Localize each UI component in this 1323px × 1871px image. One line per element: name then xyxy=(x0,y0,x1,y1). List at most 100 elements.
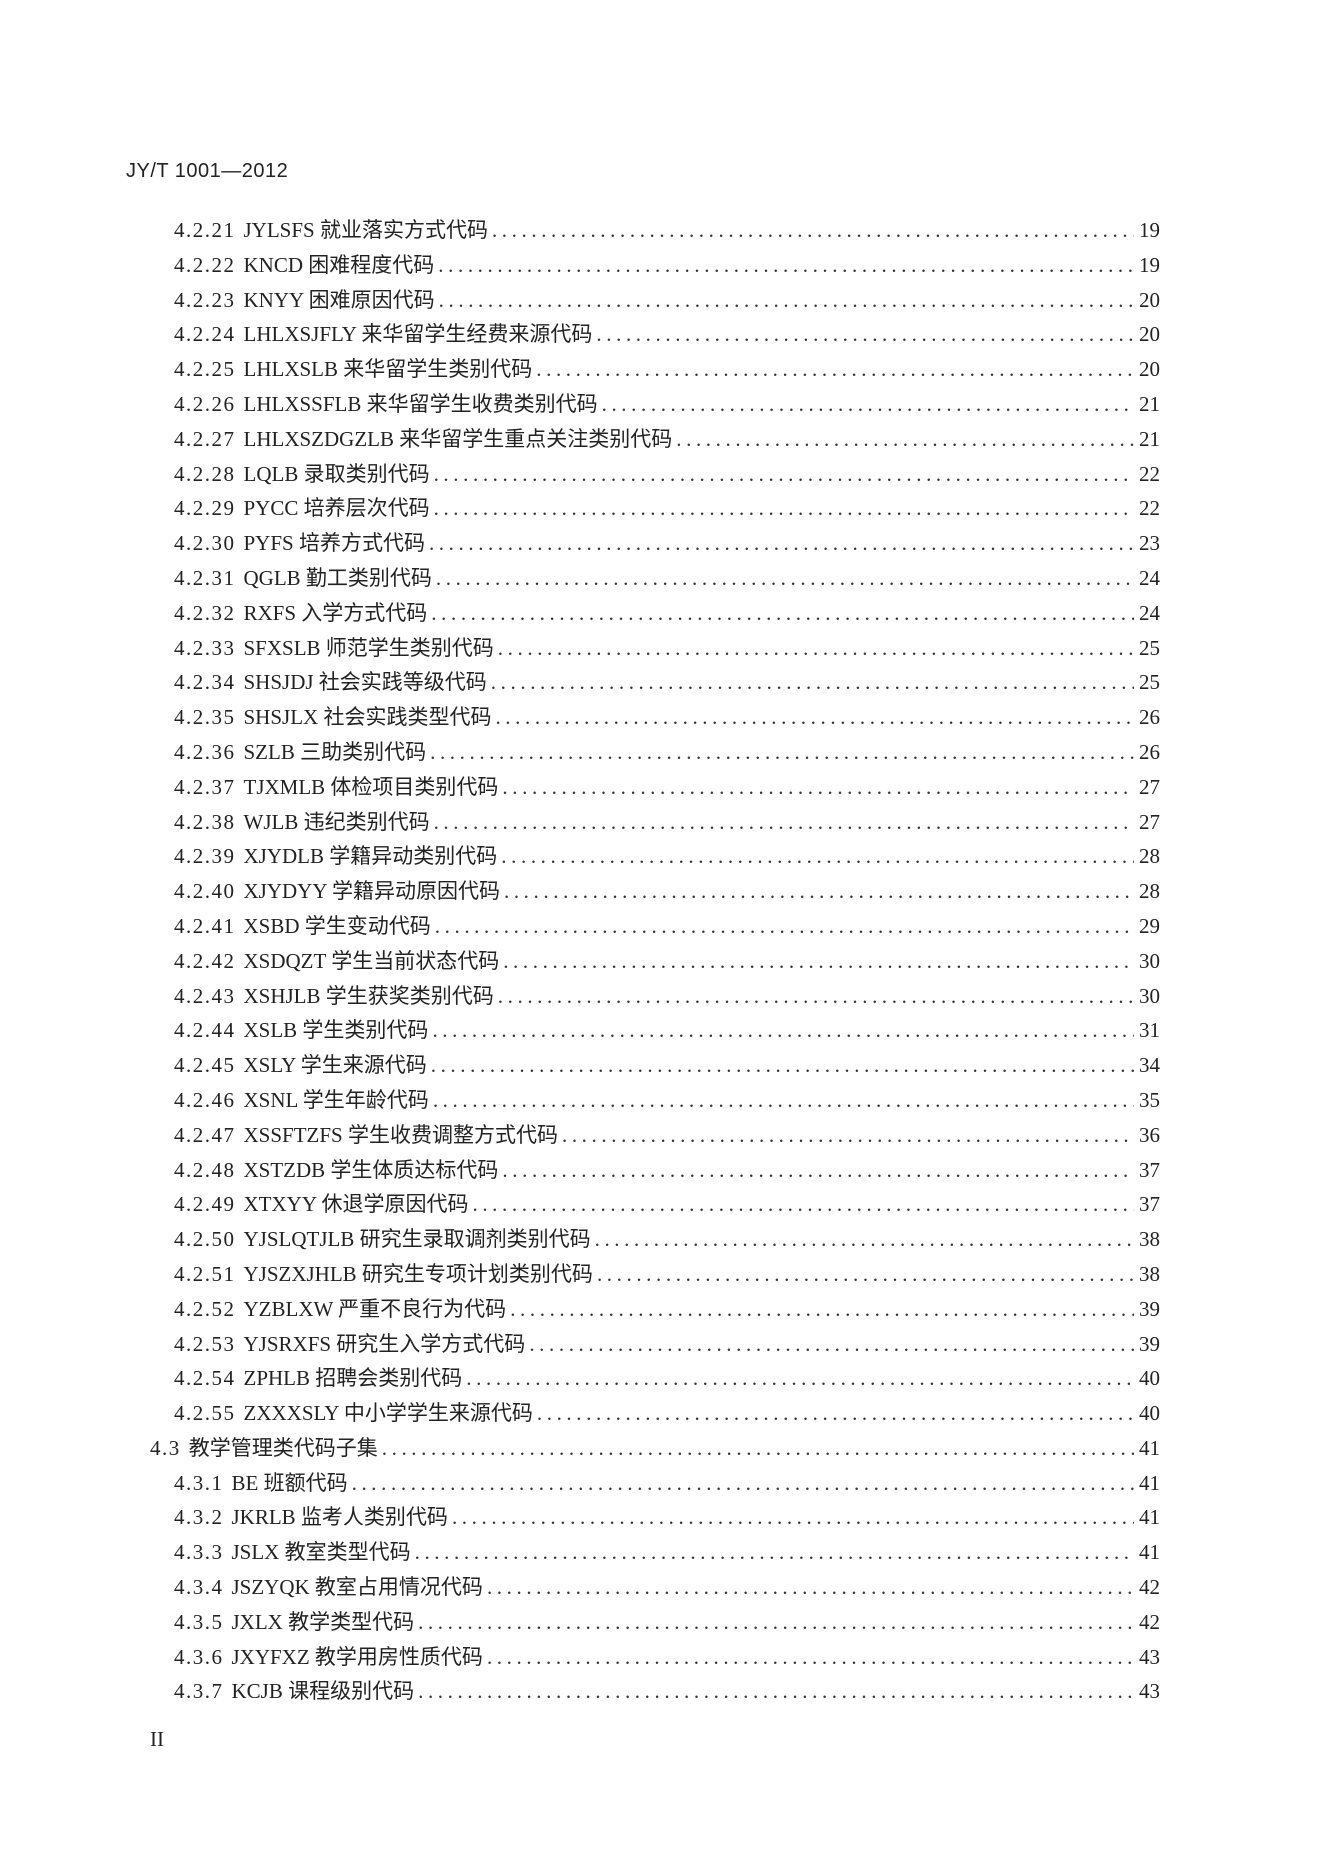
toc-entry[interactable]: 4.2.53 YJSRXFS 研究生入学方式代码 39 xyxy=(150,1327,1160,1362)
toc-entry[interactable]: 4.2.25 LHLXSLB 来华留学生类别代码 20 xyxy=(150,352,1160,387)
toc-entry-number: 4.3 xyxy=(150,1435,181,1460)
toc-entry[interactable]: 4.2.54 ZPHLB 招聘会类别代码 40 xyxy=(150,1361,1160,1396)
toc-entry-number: 4.2.45 xyxy=(174,1053,236,1078)
toc-entry-title: LHLXSLB 来华留学生类别代码 xyxy=(243,357,533,382)
toc-entry[interactable]: 4.2.38 WJLB 违纪类别代码 27 xyxy=(150,805,1160,840)
toc-entry[interactable]: 4.2.40 XJYDYY 学籍异动原因代码 28 xyxy=(150,874,1160,909)
toc-entry[interactable]: 4.2.55 ZXXXSLY 中小学学生来源代码 40 xyxy=(150,1396,1160,1431)
dot-leader xyxy=(432,1013,1134,1048)
dot-leader xyxy=(452,1500,1134,1535)
toc-entry-number: 4.3.2 xyxy=(174,1505,224,1530)
toc-entry[interactable]: 4.2.24 LHLXSJFLY 来华留学生经费来源代码 20 xyxy=(150,317,1160,352)
toc-entry-title: KNCD 困难程度代码 xyxy=(243,252,435,277)
toc-entry[interactable]: 4.2.36 SZLB 三助类别代码 26 xyxy=(150,735,1160,770)
toc-entry-number: 4.2.43 xyxy=(174,983,236,1008)
toc-entry[interactable]: 4.2.26 LHLXSSFLB 来华留学生收费类别代码 21 xyxy=(150,387,1160,422)
dot-leader xyxy=(676,422,1134,457)
toc-entry[interactable]: 4.3 教学管理类代码子集 41 xyxy=(150,1431,1160,1466)
toc-entry[interactable]: 4.2.39 XJYDLB 学籍异动类别代码 28 xyxy=(150,839,1160,874)
toc-entry[interactable]: 4.3.4 JSZYQK 教室占用情况代码 42 xyxy=(150,1570,1160,1605)
dot-leader xyxy=(498,979,1134,1014)
toc-entry-page: 37 xyxy=(1139,1157,1160,1182)
toc-entry-number: 4.2.34 xyxy=(174,670,236,695)
toc-entry[interactable]: 4.2.31 QGLB 勤工类别代码 24 xyxy=(150,561,1160,596)
toc-entry[interactable]: 4.3.1 BE 班额代码 41 xyxy=(150,1466,1160,1501)
toc-entry-number: 4.2.33 xyxy=(174,635,236,660)
toc-entry-page: 20 xyxy=(1139,357,1160,382)
toc-entry-page: 24 xyxy=(1139,565,1160,590)
toc-entry-page: 28 xyxy=(1139,844,1160,869)
dot-leader xyxy=(430,735,1134,770)
toc-entry[interactable]: 4.2.43 XSHJLB 学生获奖类别代码 30 xyxy=(150,979,1160,1014)
toc-entry[interactable]: 4.2.21 JYLSFS 就业落实方式代码 19 xyxy=(150,213,1160,248)
dot-leader xyxy=(435,909,1134,944)
toc-entry-page: 35 xyxy=(1139,1087,1160,1112)
toc-entry[interactable]: 4.2.35 SHSJLX 社会实践类型代码 26 xyxy=(150,700,1160,735)
toc-entry[interactable]: 4.2.42 XSDQZT 学生当前状态代码 30 xyxy=(150,944,1160,979)
toc-entry[interactable]: 4.2.22 KNCD 困难程度代码 19 xyxy=(150,248,1160,283)
toc-entry-title: XJYDLB 学籍异动类别代码 xyxy=(243,844,498,869)
toc-entry[interactable]: 4.2.41 XSBD 学生变动代码 29 xyxy=(150,909,1160,944)
toc-entry[interactable]: 4.2.46 XSNL 学生年龄代码 35 xyxy=(150,1083,1160,1118)
toc-entry-number: 4.2.28 xyxy=(174,461,236,486)
toc-entry[interactable]: 4.3.3 JSLX 教室类型代码 41 xyxy=(150,1535,1160,1570)
toc-entry-page: 43 xyxy=(1139,1644,1160,1669)
toc-entry-page: 40 xyxy=(1139,1401,1160,1426)
toc-entry-number: 4.2.24 xyxy=(174,322,236,347)
toc-entry-title: 教学管理类代码子集 xyxy=(188,1435,378,1460)
dot-leader xyxy=(492,213,1134,248)
toc-entry-number: 4.3.1 xyxy=(174,1470,224,1495)
toc-entry[interactable]: 4.2.27 LHLXSZDGZLB 来华留学生重点关注类别代码 21 xyxy=(150,422,1160,457)
toc-entry-number: 4.2.38 xyxy=(174,809,236,834)
toc-entry[interactable]: 4.2.37 TJXMLB 体检项目类别代码 27 xyxy=(150,770,1160,805)
toc-entry-number: 4.2.52 xyxy=(174,1296,236,1321)
toc-entry-page: 39 xyxy=(1139,1296,1160,1321)
toc-entry-number: 4.2.36 xyxy=(174,739,236,764)
dot-leader xyxy=(529,1327,1134,1362)
toc-entry[interactable]: 4.2.32 RXFS 入学方式代码 24 xyxy=(150,596,1160,631)
toc-entry-page: 28 xyxy=(1139,879,1160,904)
toc-entry[interactable]: 4.2.49 XTXYY 休退学原因代码 37 xyxy=(150,1187,1160,1222)
toc-entry[interactable]: 4.2.44 XSLB 学生类别代码 31 xyxy=(150,1013,1160,1048)
toc-entry[interactable]: 4.3.2 JKRLB 监考人类别代码 41 xyxy=(150,1500,1160,1535)
toc-entry[interactable]: 4.2.45 XSLY 学生来源代码 34 xyxy=(150,1048,1160,1083)
toc-entry-title: JSZYQK 教室占用情况代码 xyxy=(231,1575,483,1600)
page-number: II xyxy=(150,1727,164,1751)
toc-entry-title: BE 班额代码 xyxy=(231,1470,348,1495)
toc-entry-page: 39 xyxy=(1139,1331,1160,1356)
dot-leader xyxy=(429,526,1134,561)
dot-leader xyxy=(436,561,1134,596)
toc-entry-title: JXYFXZ 教学用房性质代码 xyxy=(231,1644,483,1669)
toc-entry[interactable]: 4.2.34 SHSJDJ 社会实践等级代码 25 xyxy=(150,665,1160,700)
toc-entry-number: 4.2.54 xyxy=(174,1366,236,1391)
toc-entry-title: QGLB 勤工类别代码 xyxy=(243,565,432,590)
toc-entry[interactable]: 4.2.50 YJSLQTJLB 研究生录取调剂类别代码 38 xyxy=(150,1222,1160,1257)
toc-entry-number: 4.2.37 xyxy=(174,774,236,799)
toc-entry-page: 22 xyxy=(1139,461,1160,486)
toc-entry-page: 25 xyxy=(1139,670,1160,695)
table-of-contents: 4.2.21 JYLSFS 就业落实方式代码 19 4.2.22 KNCD 困难程度代码… xyxy=(150,213,1160,1709)
toc-entry-page: 40 xyxy=(1139,1366,1160,1391)
dot-leader xyxy=(439,283,1134,318)
toc-entry[interactable]: 4.2.33 SFXSLB 师范学生类别代码 25 xyxy=(150,631,1160,666)
dot-leader xyxy=(562,1118,1134,1153)
toc-entry[interactable]: 4.3.7 KCJB 课程级别代码 43 xyxy=(150,1674,1160,1709)
toc-entry[interactable]: 4.3.6 JXYFXZ 教学用房性质代码 43 xyxy=(150,1640,1160,1675)
toc-entry[interactable]: 4.2.51 YJSZXJHLB 研究生专项计划类别代码 38 xyxy=(150,1257,1160,1292)
toc-entry-title: PYFS 培养方式代码 xyxy=(243,531,425,556)
toc-entry[interactable]: 4.2.52 YZBLXW 严重不良行为代码 39 xyxy=(150,1292,1160,1327)
toc-entry-title: LQLB 录取类别代码 xyxy=(243,461,430,486)
toc-entry[interactable]: 4.2.30 PYFS 培养方式代码 23 xyxy=(150,526,1160,561)
toc-entry-page: 41 xyxy=(1139,1505,1160,1530)
toc-entry[interactable]: 4.2.47 XSSFTZFS 学生收费调整方式代码 36 xyxy=(150,1118,1160,1153)
toc-entry[interactable]: 4.2.48 XSTZDB 学生体质达标代码 37 xyxy=(150,1153,1160,1188)
toc-entry[interactable]: 4.2.28 LQLB 录取类别代码 22 xyxy=(150,457,1160,492)
toc-entry[interactable]: 4.3.5 JXLX 教学类型代码 42 xyxy=(150,1605,1160,1640)
toc-entry[interactable]: 4.2.23 KNYY 困难原因代码 20 xyxy=(150,283,1160,318)
dot-leader xyxy=(597,1257,1134,1292)
document-code-header: JY/T 1001—2012 xyxy=(126,160,289,182)
toc-entry-page: 22 xyxy=(1139,496,1160,521)
toc-entry[interactable]: 4.2.29 PYCC 培养层次代码 22 xyxy=(150,491,1160,526)
toc-entry-number: 4.2.47 xyxy=(174,1122,236,1147)
toc-entry-title: XSNL 学生年龄代码 xyxy=(243,1087,429,1112)
